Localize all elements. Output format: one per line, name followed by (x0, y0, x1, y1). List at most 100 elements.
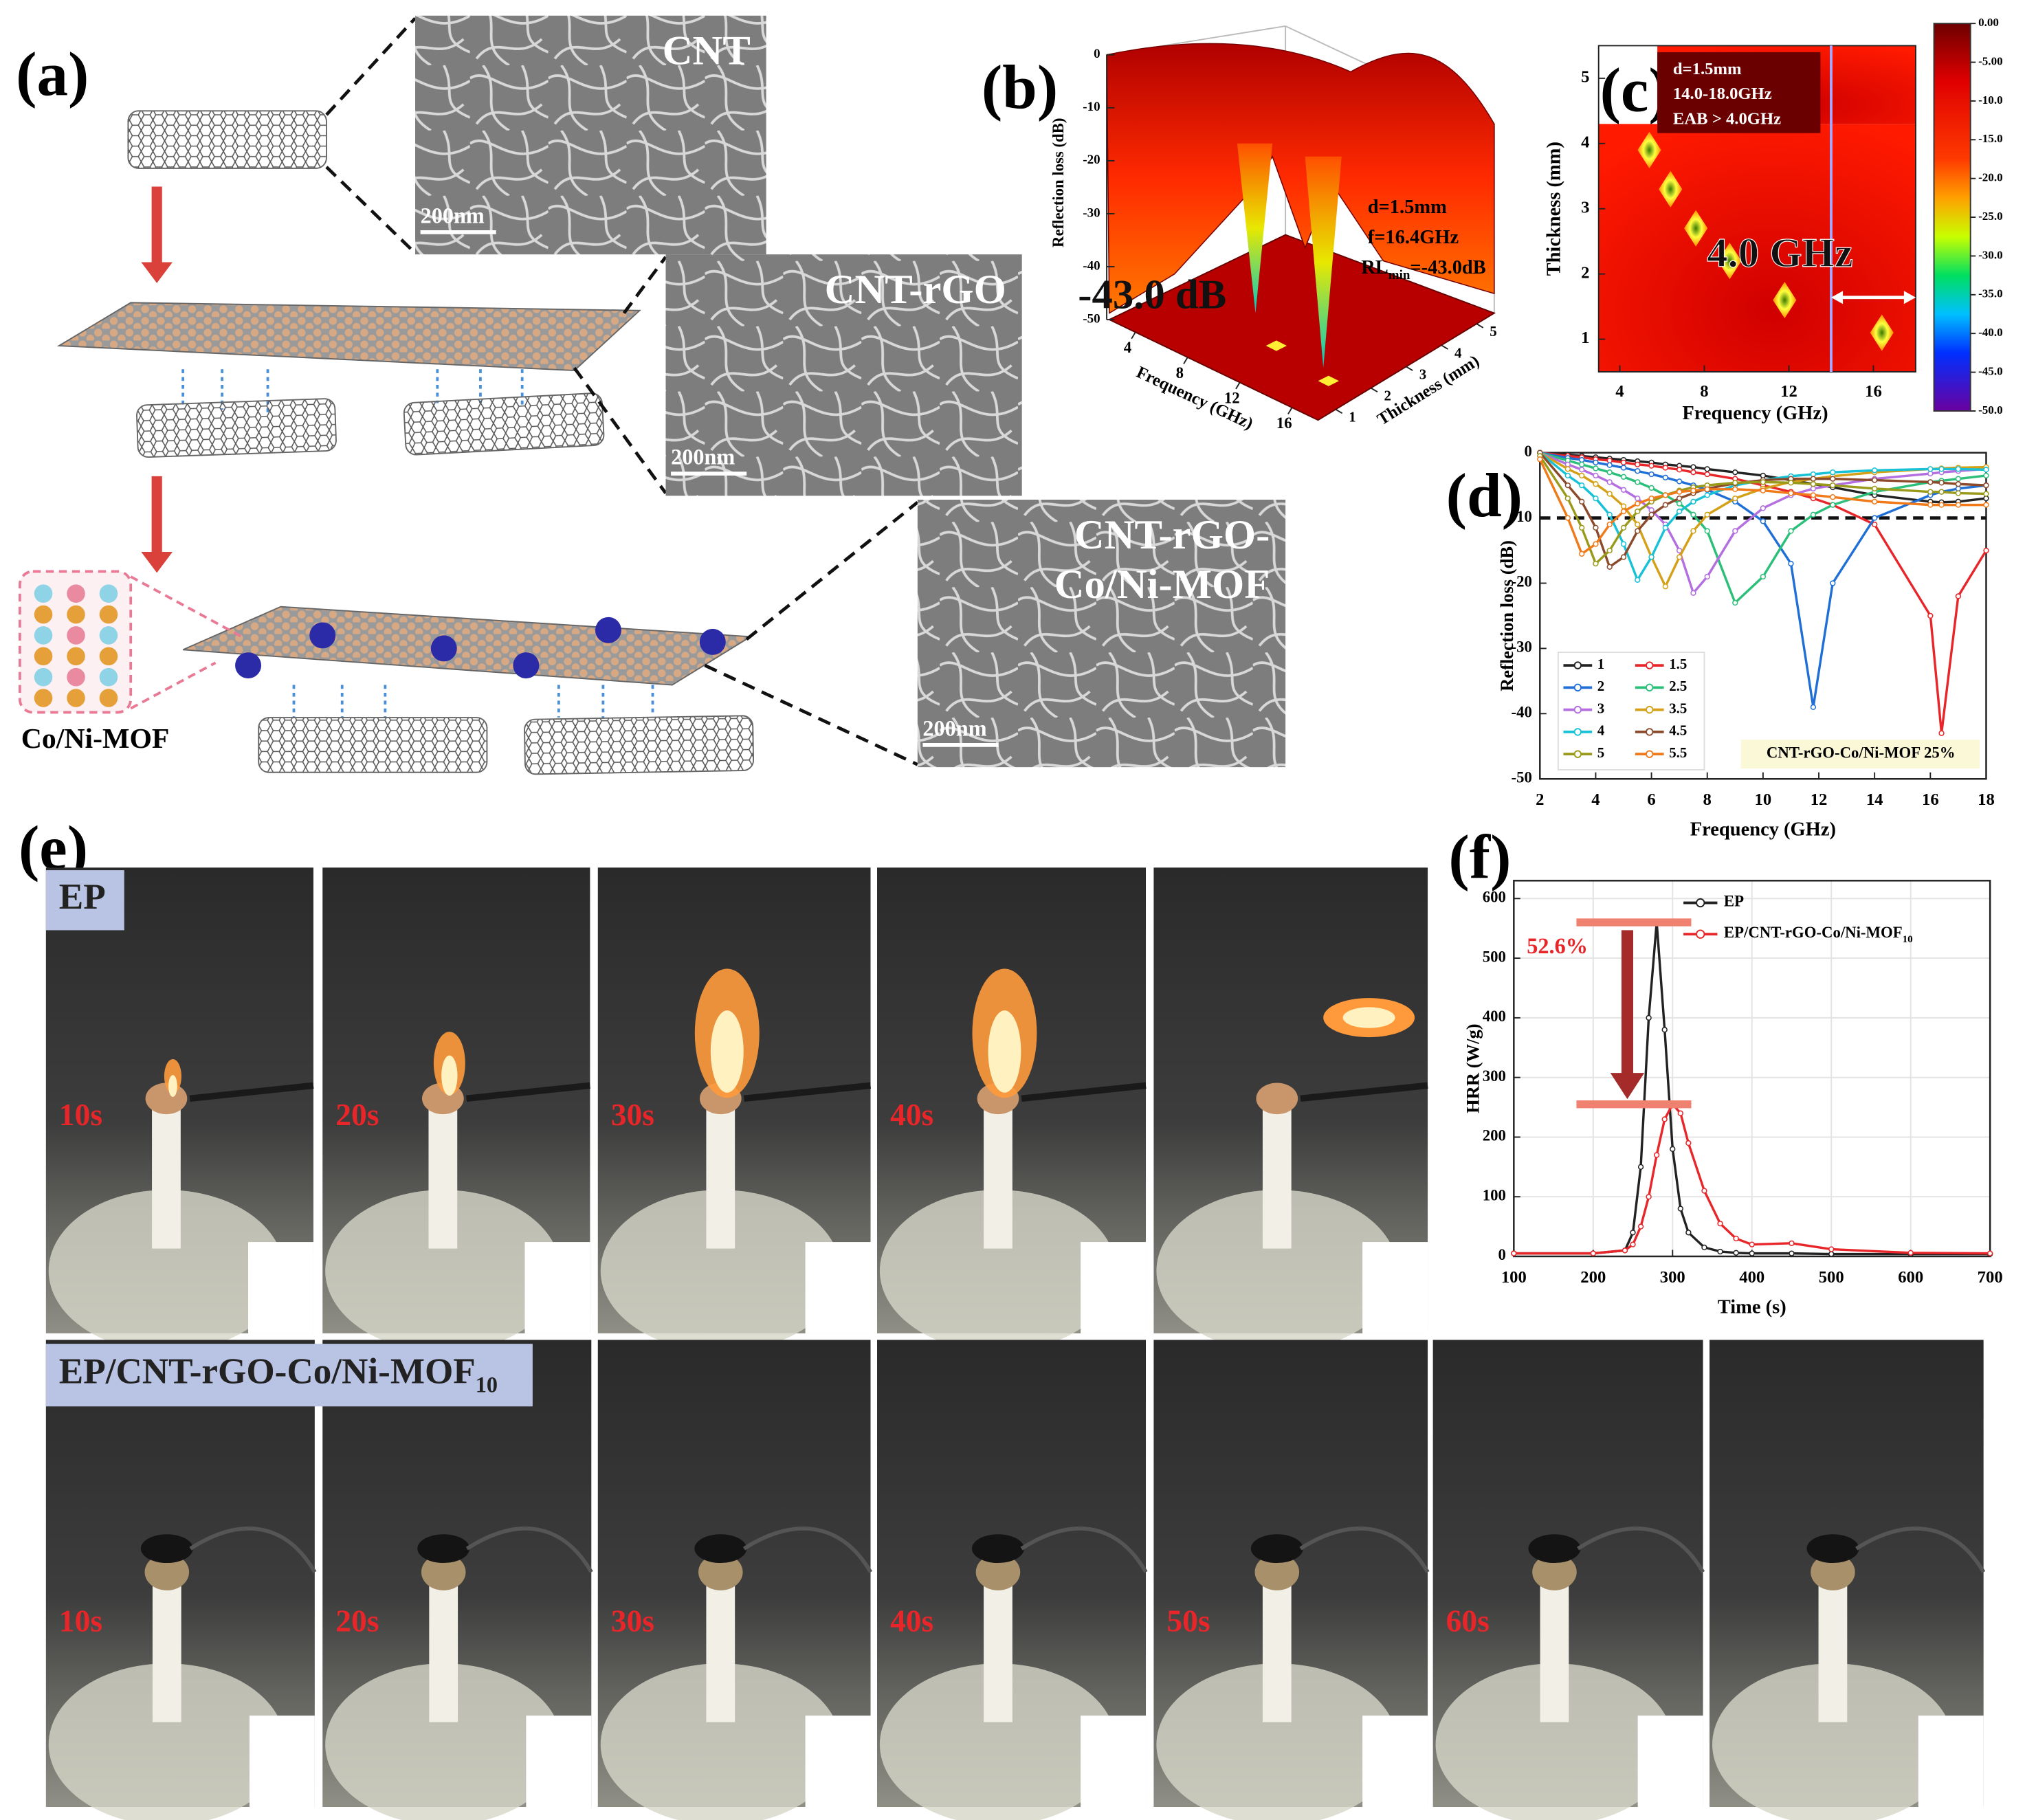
data-point (1955, 476, 1962, 482)
data-point (1701, 1244, 1707, 1251)
data-point (1810, 492, 1817, 498)
data-point (1760, 505, 1767, 511)
nanotube (127, 110, 327, 169)
tongs (465, 1527, 593, 1573)
legend-marker (1696, 898, 1705, 908)
series-line (1539, 452, 1987, 583)
data-point (1676, 467, 1683, 473)
plot-frame (1513, 880, 1991, 1258)
mof-atom (67, 605, 85, 624)
y-tick-label: 0 (1525, 443, 1532, 460)
minimum-point (1718, 243, 1742, 280)
panel-label: (a) (16, 40, 89, 109)
data-point (1760, 573, 1767, 580)
annotation-subscript: min (1388, 268, 1410, 282)
data-point (1704, 471, 1710, 478)
data-point (1760, 518, 1767, 524)
photo-mask (248, 1242, 313, 1333)
y-tick-label: -20 (1512, 573, 1532, 590)
data-point (1620, 508, 1627, 515)
x-tick-label: 2 (1536, 790, 1544, 809)
data-point (1690, 498, 1696, 505)
data-point (1511, 1250, 1517, 1256)
data-point (1620, 474, 1627, 480)
legend-label: 2 (1597, 678, 1604, 694)
specimen-top (1811, 1553, 1855, 1590)
legend-marker (1573, 661, 1582, 669)
annotation: EAB > 4.0GHz (1673, 109, 1781, 128)
data-point (1732, 480, 1738, 486)
data-point (1676, 478, 1683, 485)
nanotube (258, 717, 488, 773)
data-point (1938, 466, 1945, 472)
data-point (1606, 521, 1613, 528)
panel-label: (f) (1448, 823, 1511, 892)
data-point (1810, 471, 1817, 478)
time-label: 50s (1166, 1603, 1210, 1639)
mof-atom (67, 689, 85, 707)
data-point (1760, 479, 1767, 485)
x-tick (1287, 407, 1293, 414)
colorbar-label: -5.00 (1978, 54, 2003, 67)
legend-name: EP (1724, 893, 1744, 910)
flame-core (1342, 1007, 1395, 1028)
data-point (1662, 502, 1669, 508)
x-axis-title: Frequency (GHz) (1682, 403, 1828, 424)
x-tick-label: 400 (1739, 1268, 1764, 1287)
data-point (1662, 474, 1669, 480)
data-point (1578, 467, 1585, 473)
y-tick-label: 5 (1581, 68, 1589, 87)
panel-label: (d) (1446, 461, 1523, 531)
annotation-part: RL (1361, 257, 1388, 278)
y-tick-label: -50 (1512, 768, 1532, 786)
data-point (1704, 466, 1710, 472)
photo-mask (1081, 1242, 1147, 1333)
data-point (1788, 490, 1794, 496)
x-tick-label: 18 (1978, 790, 1995, 809)
data-point (1788, 560, 1794, 567)
data-point (1830, 580, 1836, 586)
flask (879, 1190, 1117, 1352)
data-point (1810, 511, 1817, 518)
surface-dip (1305, 156, 1342, 368)
specimen (1262, 1578, 1292, 1722)
y-tick-label: -10 (1512, 508, 1532, 525)
legend-label: 5.5 (1669, 744, 1687, 761)
mof-atom (34, 647, 53, 666)
colorbar-label: -15.0 (1978, 132, 2003, 145)
y-tick-label: 100 (1483, 1186, 1506, 1203)
char-cap (140, 1534, 193, 1564)
y-tick (1406, 366, 1413, 371)
data-point (1732, 528, 1738, 534)
data-point (1987, 1250, 1993, 1256)
x-tick-label: 500 (1819, 1268, 1844, 1287)
data-point (1789, 1250, 1795, 1256)
nanotube (524, 715, 755, 775)
x-tick-label: 16 (1922, 790, 1939, 809)
data-point (1648, 485, 1655, 491)
specimen (984, 1105, 1013, 1249)
x-tick (1183, 357, 1188, 364)
specimen (152, 1578, 181, 1722)
data-point (1677, 1206, 1683, 1212)
specimen (1818, 1578, 1848, 1722)
specimen (706, 1578, 735, 1722)
legend-label: EP (1724, 893, 1744, 910)
flame-core (168, 1075, 177, 1098)
data-point (1685, 1230, 1692, 1236)
data-point (1749, 1241, 1755, 1247)
colorbar-label: -45.0 (1978, 364, 2003, 377)
data-point (1927, 612, 1934, 619)
flask (1156, 1663, 1398, 1820)
legend-marker (1573, 705, 1582, 714)
arrow-head (1610, 1073, 1645, 1100)
char-cap (1528, 1534, 1581, 1564)
colorbar-label: -10.0 (1978, 93, 2003, 107)
row-label-text: EP (59, 877, 106, 917)
legend-subscript: 10 (1903, 933, 1914, 945)
data-point (1620, 465, 1627, 471)
legend-label: 1.5 (1669, 656, 1687, 672)
mof-atom (99, 605, 118, 624)
inset-line (130, 661, 217, 710)
data-point (1717, 1221, 1723, 1227)
